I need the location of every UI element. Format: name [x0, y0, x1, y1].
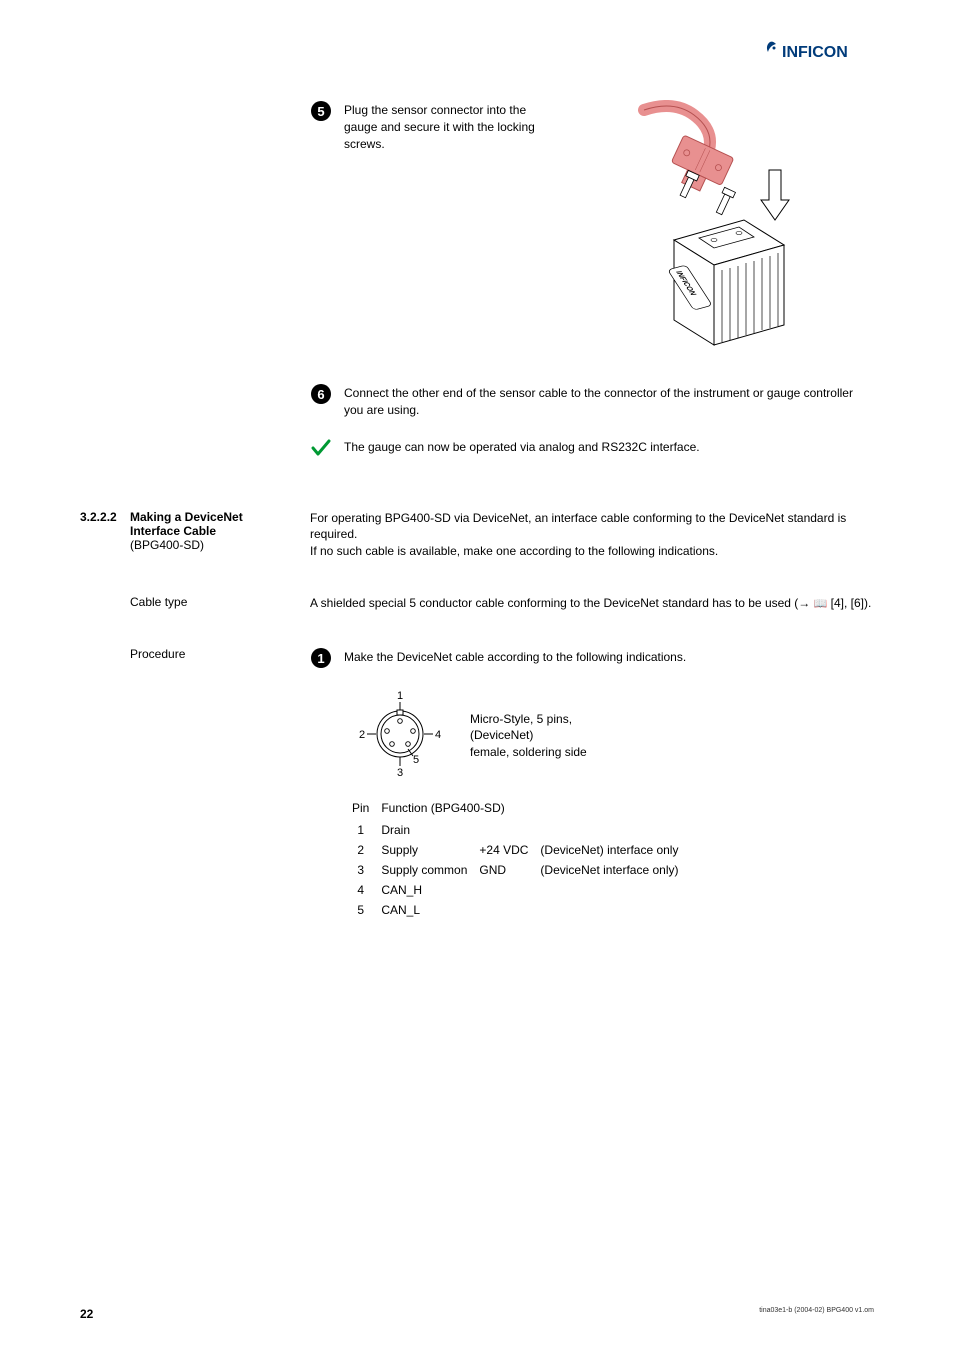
svg-text:1: 1: [317, 651, 324, 666]
connector-label-line2: (DeviceNet): [470, 727, 587, 744]
section-title-line3: (BPG400-SD): [130, 538, 290, 552]
section-number: 3.2.2.2: [80, 510, 130, 524]
logo-text: INFICON: [782, 44, 848, 61]
pin-function-table: Pin Function (BPG400-SD) 1 Drain 2 Suppl…: [350, 797, 690, 921]
cable-type-text-before: A shielded special 5 conductor cable con…: [310, 596, 814, 610]
svg-text:1: 1: [397, 690, 403, 702]
svg-text:2: 2: [359, 729, 365, 741]
pin-header-func: Function (BPG400-SD): [381, 799, 688, 819]
step-5-text: Plug the sensor connector into the gauge…: [344, 100, 554, 152]
checkmark-icon: [310, 437, 332, 465]
connector-label-line1: Micro-Style, 5 pins,: [470, 711, 587, 728]
pin-header-pin: Pin: [352, 799, 379, 819]
section-title-line1: Making a DeviceNet: [130, 510, 290, 524]
brand-logo: INFICON: [764, 40, 874, 67]
section-intro-p2: If no such cable is available, make one …: [310, 543, 874, 560]
procedure-label: Procedure: [130, 647, 290, 661]
section-intro-p1: For operating BPG400-SD via DeviceNet, a…: [310, 510, 874, 544]
svg-text:3: 3: [397, 767, 403, 779]
procedure-step-1-text: Make the DeviceNet cable according to th…: [344, 647, 874, 666]
book-icon: 📖: [814, 598, 828, 610]
connector-diagram: 1 2 4 3 5: [350, 689, 450, 782]
gauge-illustration: INFICON: [584, 100, 804, 363]
cable-type-label: Cable type: [130, 595, 290, 609]
step-5-marker: 5: [310, 100, 332, 122]
table-row: 1 Drain: [352, 821, 688, 839]
procedure-step-1-marker: 1: [310, 647, 332, 669]
step-6-marker: 6: [310, 383, 332, 405]
table-row: 4 CAN_H: [352, 881, 688, 899]
table-row: 5 CAN_L: [352, 901, 688, 919]
table-row: 3 Supply common GND (DeviceNet interface…: [352, 861, 688, 879]
cable-type-ref: [4], [6]).: [827, 596, 871, 610]
done-text: The gauge can now be operated via analog…: [344, 437, 874, 456]
svg-text:4: 4: [435, 729, 441, 741]
footer-doc-id: tina03e1-b (2004-02) BPG400 v1.om: [759, 1307, 874, 1321]
svg-text:5: 5: [317, 104, 324, 119]
svg-text:5: 5: [413, 754, 419, 766]
step-6-text: Connect the other end of the sensor cabl…: [344, 383, 874, 419]
svg-text:6: 6: [317, 387, 324, 402]
connector-label-line3: female, soldering side: [470, 744, 587, 761]
table-row: 2 Supply +24 VDC (DeviceNet) interface o…: [352, 841, 688, 859]
page-number: 22: [80, 1307, 93, 1321]
section-title-line2: Interface Cable: [130, 524, 290, 538]
